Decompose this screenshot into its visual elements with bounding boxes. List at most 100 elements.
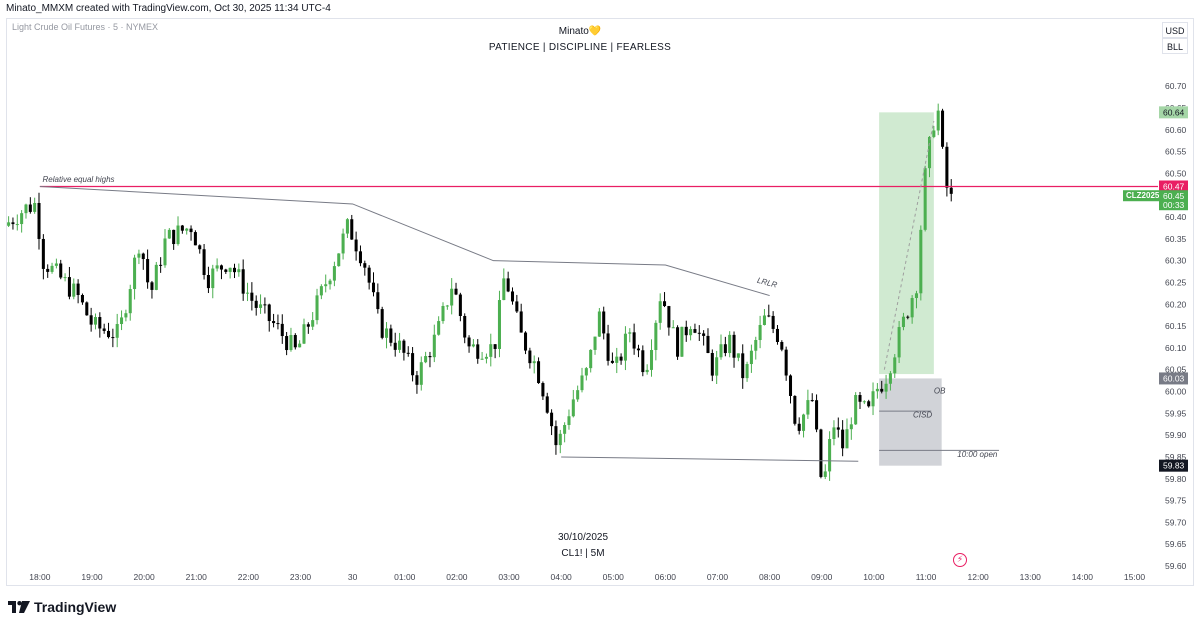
x-axis: 18:00 19:00 20:00 21:00 22:00 23:00 30 01:00 02:…	[29, 572, 1145, 582]
candle	[154, 261, 158, 291]
candle	[849, 417, 853, 440]
candle-body	[458, 294, 462, 316]
candle-body	[124, 313, 128, 318]
candle-body	[267, 304, 271, 322]
candle-body	[67, 277, 71, 297]
y-tick-label: 59.60	[1165, 561, 1187, 571]
candle	[285, 332, 289, 356]
candle-body	[576, 390, 580, 400]
unit-button[interactable]: BLL	[1162, 38, 1188, 54]
candle	[537, 357, 541, 384]
candle	[328, 278, 332, 290]
y-tick-label: 60.70	[1165, 81, 1187, 91]
candle	[354, 231, 358, 261]
candle-body	[541, 383, 545, 397]
candle	[615, 347, 619, 374]
candle-body	[602, 311, 606, 334]
candle	[345, 218, 349, 238]
candle	[367, 265, 371, 290]
candle	[458, 292, 462, 322]
candle-body	[867, 401, 871, 407]
tradingview-logo[interactable]: TradingView	[8, 598, 116, 616]
tradingview-logo-icon	[8, 601, 30, 613]
candle-body	[949, 187, 953, 194]
candle	[202, 244, 206, 280]
candle	[862, 400, 866, 405]
candle-body	[337, 253, 341, 267]
candle-body	[910, 298, 914, 318]
candle	[758, 315, 762, 349]
candle	[50, 262, 54, 274]
candle-body	[901, 316, 905, 328]
price-label-text: 60.47	[1163, 182, 1185, 192]
candle	[702, 330, 706, 346]
candle-body	[311, 320, 315, 327]
candle-body	[823, 471, 827, 477]
candle	[810, 393, 814, 402]
candle	[871, 382, 875, 416]
candle	[167, 228, 171, 239]
candle	[923, 165, 927, 232]
candle	[350, 214, 354, 240]
candle-body	[441, 305, 445, 322]
candle-body	[806, 400, 810, 415]
candle	[541, 381, 545, 400]
y-tick-label: 59.65	[1165, 539, 1187, 549]
x-tick-label: 23:00	[290, 572, 312, 582]
candle-body	[454, 288, 458, 295]
candle	[749, 344, 753, 373]
candle	[193, 230, 197, 246]
candle-body	[20, 213, 24, 225]
candle-body	[380, 309, 384, 338]
candle-body	[272, 321, 276, 324]
candle	[780, 340, 784, 352]
candle	[124, 309, 128, 322]
candle	[680, 326, 684, 357]
candle	[59, 259, 63, 280]
price-label-low: 59.83	[1159, 459, 1188, 472]
candle	[232, 263, 237, 279]
candle	[893, 354, 897, 378]
ob-label: OB	[934, 387, 946, 396]
candle	[228, 267, 232, 279]
candle-body	[345, 219, 349, 234]
candle	[606, 324, 610, 366]
candle	[623, 326, 627, 371]
candle	[476, 339, 480, 364]
candle-body	[941, 110, 945, 147]
candle-body	[875, 388, 879, 392]
candle	[272, 313, 276, 328]
y-tick-label: 60.25	[1165, 277, 1187, 287]
candle-body	[519, 311, 523, 333]
candle-body	[815, 400, 819, 430]
currency-button[interactable]: USD	[1162, 22, 1188, 38]
candle-body	[828, 439, 832, 472]
price-label-liquidity: 60.47	[1159, 180, 1188, 193]
candle	[584, 366, 588, 381]
candle-body	[919, 229, 923, 294]
candle-body	[141, 253, 145, 260]
candle	[437, 316, 441, 336]
candle-body	[224, 269, 228, 272]
candle-body	[259, 304, 263, 308]
candle	[845, 418, 849, 449]
candle	[237, 263, 241, 277]
candle-body	[298, 343, 302, 348]
candle-body	[202, 249, 206, 275]
candle-body	[671, 327, 675, 329]
candle-body	[115, 324, 119, 338]
candle-body	[219, 265, 223, 270]
candle-body	[484, 356, 488, 359]
candle	[428, 351, 432, 368]
candle-body	[515, 301, 519, 312]
candle-body	[693, 329, 697, 333]
candle-body	[854, 395, 858, 425]
lightning-icon[interactable]: ⚡	[953, 553, 967, 567]
candle-body	[467, 337, 471, 347]
candle	[98, 312, 102, 338]
candle	[793, 395, 797, 426]
candle	[897, 320, 901, 364]
candle	[519, 303, 523, 333]
candle	[276, 314, 280, 330]
